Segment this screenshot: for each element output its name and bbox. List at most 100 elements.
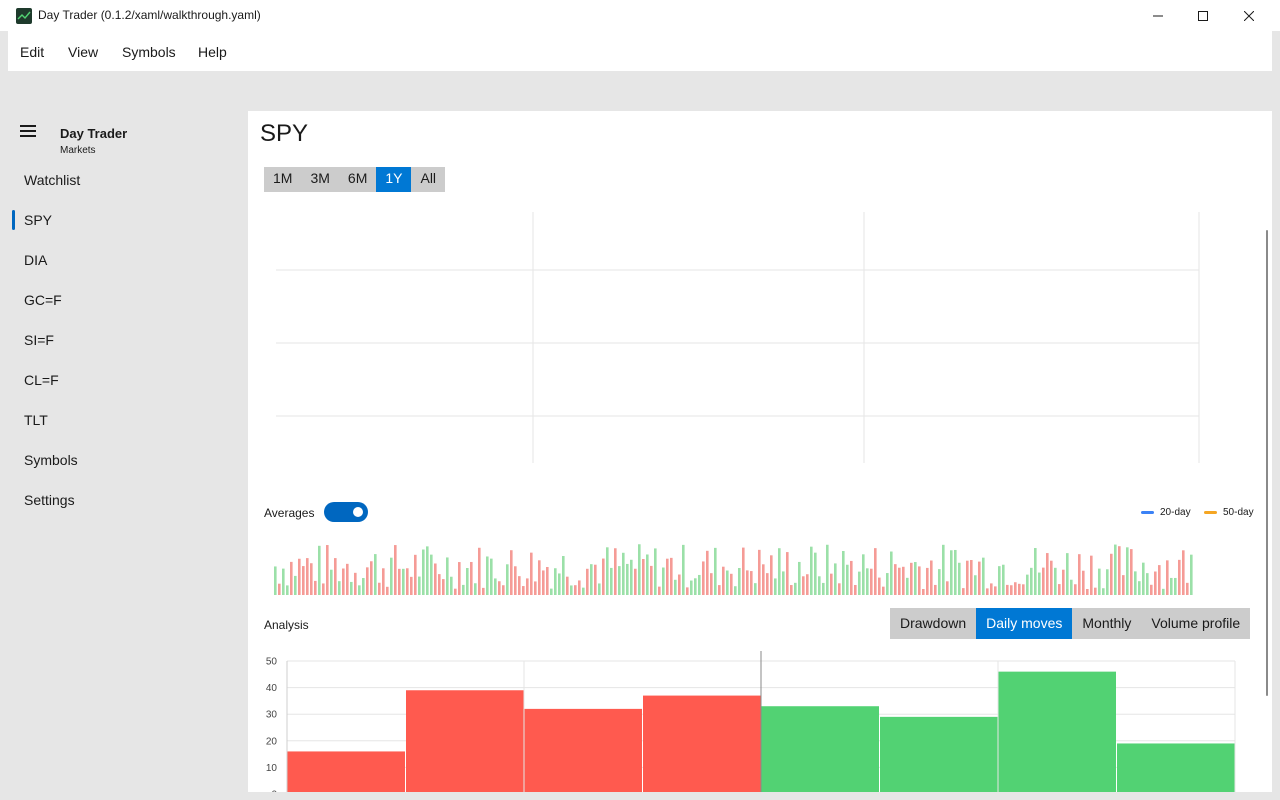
volume-bar [398,568,401,595]
volume-bar [354,572,357,595]
volume-bar [978,561,981,595]
volume-bar [782,571,785,595]
sidebar-item-si-f[interactable]: SI=F [8,320,248,360]
volume-bar [530,552,533,595]
volume-bar [338,581,341,595]
volume-bar [730,573,733,595]
sidebar-item-symbols[interactable]: Symbols [8,440,248,480]
volume-bar [850,560,853,595]
menu-edit[interactable]: Edit [20,44,45,60]
maximize-icon [1198,10,1208,21]
volume-bar [822,582,825,595]
sidebar-item-cl-f[interactable]: CL=F [8,360,248,400]
volume-bar [406,568,409,595]
volume-bar [786,552,789,595]
volume-bar [962,588,965,595]
sidebar-item-tlt[interactable]: TLT [8,400,248,440]
menu-view[interactable]: View [68,44,99,60]
tab-monthly[interactable]: Monthly [1082,615,1132,631]
range-selector: 1M 3M 6M 1Y All [264,167,446,192]
volume-bar [990,583,993,595]
tab-drawdown[interactable]: Drawdown [900,615,967,631]
volume-bar [1090,555,1093,595]
range-1y-button[interactable]: 1Y [376,167,412,192]
hist-tick-label: 20 [266,736,278,747]
volume-bar [798,561,801,595]
selection-indicator [12,210,15,230]
sidebar-item-watchlist[interactable]: Watchlist [8,160,248,200]
sidebar-item-gc-f[interactable]: GC=F [8,280,248,320]
range-6m-button[interactable]: 6M [347,170,368,186]
tab-daily-moves[interactable]: Daily moves [976,608,1073,639]
volume-bar [298,558,301,595]
volume-bar [1078,554,1081,595]
volume-bar [566,576,569,595]
volume-bar [1014,582,1017,595]
sidebar-item-label: GC=F [24,292,62,308]
toolbar-band [8,71,1272,111]
volume-bar [1162,588,1165,595]
price-chart[interactable] [268,211,1203,466]
close-button[interactable] [1226,0,1272,31]
volume-bar [306,558,309,595]
menu-help[interactable]: Help [198,44,227,60]
range-3m-button[interactable]: 3M [310,170,330,186]
volume-bar [282,568,285,595]
volume-bar [310,563,313,595]
volume-bar [682,544,685,595]
volume-bar [662,567,665,595]
volume-bar [762,564,765,595]
range-all-button[interactable]: All [420,170,437,186]
volume-bar [1186,582,1189,595]
maximize-button[interactable] [1180,0,1226,31]
volume-bar [434,563,437,595]
close-icon [1244,10,1254,21]
volume-bar [594,564,597,595]
volume-bar [378,582,381,595]
minimize-button[interactable] [1135,0,1181,31]
volume-bars [274,544,1193,595]
volume-bar [374,554,377,595]
tab-volume-profile[interactable]: Volume profile [1151,615,1241,631]
volume-bar [1106,569,1109,595]
hist-bar[interactable] [524,708,643,792]
volume-bar [838,583,841,595]
volume-bar [526,578,529,595]
volume-bar [610,567,613,595]
averages-toggle[interactable] [324,502,368,522]
toggle-knob [353,507,363,517]
volume-bar [570,585,573,595]
volume-bar [974,575,977,595]
volume-bar [894,564,897,595]
scrollbar[interactable] [1266,230,1268,696]
hist-bar[interactable] [761,706,880,792]
hist-bar[interactable] [1117,743,1235,792]
volume-bar [390,557,393,595]
volume-bar [634,568,637,595]
menu-symbols[interactable]: Symbols [122,44,176,60]
hist-bar[interactable] [880,716,998,792]
hist-bar[interactable] [406,690,524,792]
volume-bar [470,561,473,595]
volume-bar [1030,567,1033,595]
volume-bar [1058,584,1061,595]
volume-bar [1042,567,1045,595]
sidebar-item-label: TLT [24,412,48,428]
sidebar-item-dia[interactable]: DIA [8,240,248,280]
hist-bar[interactable] [287,751,406,792]
volume-bar [1074,584,1077,595]
range-1m-button[interactable]: 1M [273,170,293,186]
analysis-tabs: Drawdown Daily moves Monthly Volume prof… [890,608,1251,639]
volume-bar [466,568,469,595]
hist-bar[interactable] [643,695,761,792]
sidebar-item-settings[interactable]: Settings [8,480,248,520]
hamburger-icon[interactable] [20,125,36,137]
volume-bar [986,588,989,595]
volume-bar [946,581,949,595]
sidebar-item-spy[interactable]: SPY [8,200,248,240]
volume-bar [274,566,277,595]
volume-bar [506,564,509,595]
daily-moves-chart[interactable]: 0 10 20 30 40 50 [260,651,1250,792]
volume-bar [1146,573,1149,595]
hist-bar[interactable] [998,671,1117,792]
